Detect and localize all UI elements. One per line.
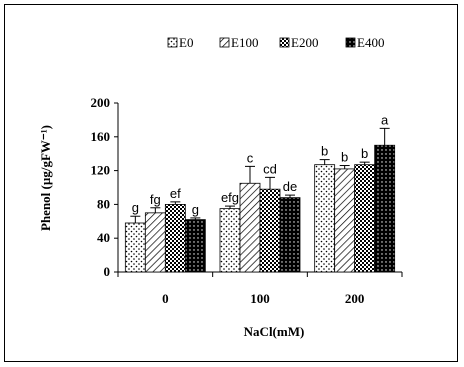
significance-label: b (321, 144, 328, 159)
y-tick-label: 120 (91, 163, 111, 178)
x-axis-title: NaCl(mM) (244, 324, 305, 339)
legend-swatch-e400 (345, 37, 356, 48)
bar-e400-100 (279, 197, 301, 273)
significance-label: cd (263, 161, 277, 176)
significance-label: b (341, 150, 348, 165)
bar-e0-100 (219, 208, 241, 273)
significance-label: b (361, 146, 368, 161)
bar-e400-200 (374, 144, 396, 273)
legend-label-e100: E100 (231, 35, 258, 50)
y-axis-title: Phenol (µg/gFW⁻¹) (38, 125, 53, 231)
y-tick-label: 40 (97, 230, 110, 245)
bar-e200-0 (164, 203, 186, 273)
y-tick-label: 80 (97, 196, 110, 211)
bar-e100-100 (239, 182, 261, 273)
bar-e200-200 (354, 164, 376, 273)
y-tick-label: 160 (91, 129, 111, 144)
significance-label: g (132, 200, 139, 215)
bar-e200-100 (259, 188, 281, 273)
bar-e0-0 (124, 222, 146, 273)
significance-label: fg (150, 192, 161, 207)
significance-label: ef (170, 186, 181, 201)
significance-label: a (381, 112, 389, 127)
bar-e100-0 (144, 212, 166, 273)
significance-label: g (192, 202, 199, 217)
bar-e0-200 (314, 164, 336, 273)
y-tick-label: 200 (91, 95, 111, 110)
bars: g efg b fg c b ef cd b g de a (124, 112, 396, 273)
legend-swatch-e0 (167, 37, 178, 48)
legend-swatch-e100 (219, 37, 230, 48)
significance-label: efg (221, 190, 239, 205)
x-tick-label: 200 (345, 291, 365, 306)
legend-label-e400: E400 (357, 35, 384, 50)
significance-label: de (283, 179, 297, 194)
legend-swatch-e200 (279, 37, 290, 48)
legend: E0 E100 E200 E400 (167, 35, 384, 50)
x-tick-label: 100 (250, 291, 270, 306)
y-tick-label: 0 (104, 264, 111, 279)
bar-e100-200 (334, 168, 356, 273)
significance-label: c (247, 150, 254, 165)
bar-e400-0 (184, 219, 206, 273)
legend-label-e0: E0 (179, 35, 193, 50)
y-axis: 0 40 80 120 160 200 (91, 95, 119, 279)
legend-label-e200: E200 (291, 35, 318, 50)
x-axis: 0 100 200 (117, 271, 403, 306)
x-tick-label: 0 (162, 291, 169, 306)
